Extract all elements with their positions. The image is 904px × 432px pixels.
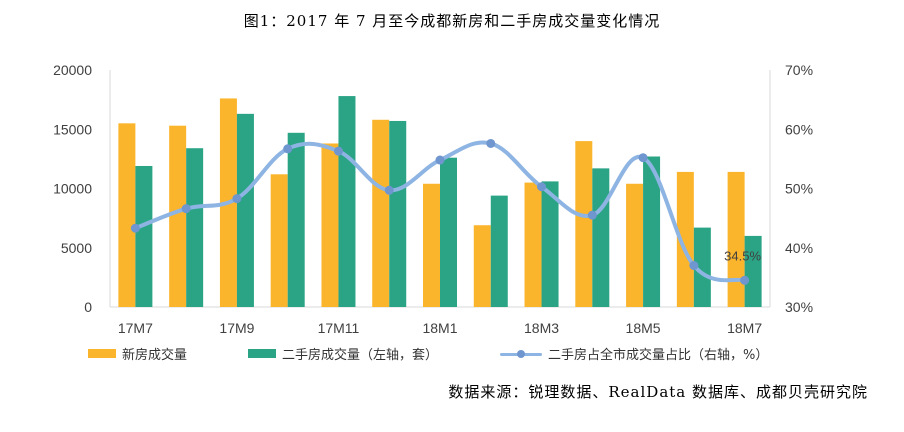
bar-second [338, 96, 356, 307]
bar-new [270, 174, 288, 307]
legend-swatch-ratio [500, 349, 542, 359]
y-right-tick-label: 60% [785, 121, 813, 137]
bar-second [592, 168, 610, 307]
bar-second [135, 165, 153, 307]
ratio-point [689, 261, 699, 271]
legend-item-ratio: 二手房占全市成交量占比（右轴，%） [500, 344, 768, 363]
ratio-point [130, 223, 140, 233]
ratio-point [486, 138, 496, 148]
bar-new [524, 182, 542, 307]
bar-second [186, 148, 204, 307]
bar-second [744, 235, 762, 307]
ratio-point [333, 146, 343, 156]
bar-new [321, 143, 339, 307]
bar-new [676, 171, 694, 307]
bar-new [118, 123, 136, 307]
chart-legend: 新房成交量 二手房成交量（左轴，套） 二手房占全市成交量占比（右轴，%） [0, 340, 904, 364]
legend-item-new: 新房成交量 [88, 344, 187, 363]
ratio-point [384, 185, 394, 195]
bar-new [727, 171, 745, 307]
y-left-tick-label: 0 [84, 299, 92, 315]
legend-label-second: 二手房成交量（左轴，套） [282, 348, 439, 363]
legend-swatch-second [248, 349, 276, 358]
chart-title: 图1：2017 年 7 月至今成都新房和二手房成交量变化情况 [243, 12, 661, 30]
ratio-point [232, 194, 242, 204]
bar-new [575, 141, 593, 307]
ratio-point [537, 182, 547, 192]
x-tick-label: 18M5 [626, 320, 661, 336]
y-left-tick-label: 10000 [53, 181, 92, 197]
y-left-tick-label: 5000 [61, 240, 92, 256]
bar-second [236, 113, 254, 307]
ratio-data-label: 34.5% [724, 248, 761, 263]
ratio-point [740, 275, 750, 285]
bar-new [626, 183, 644, 307]
ratio-line [133, 140, 747, 283]
bar-new [473, 225, 491, 307]
x-tick-label: 18M3 [524, 320, 559, 336]
y-left-tick-label: 20000 [53, 62, 92, 78]
bar-new [372, 119, 390, 308]
bar-second [643, 156, 661, 307]
x-tick-label: 18M1 [422, 320, 457, 336]
ratio-point [435, 155, 445, 165]
y-right-tick-label: 30% [785, 299, 813, 315]
bar-second [440, 157, 457, 307]
ratio-point [638, 153, 648, 163]
bar-second [490, 195, 508, 307]
x-tick-label: 17M7 [118, 320, 153, 336]
ratio-point [587, 210, 597, 220]
bar-second [287, 132, 305, 307]
bar-second [389, 120, 407, 307]
y-right-tick-label: 40% [785, 240, 813, 256]
bar-second [693, 227, 711, 307]
y-right-tick-label: 50% [785, 181, 813, 197]
bar-new [423, 183, 440, 307]
legend-item-second: 二手房成交量（左轴，套） [248, 344, 438, 363]
legend-swatch-new [88, 349, 116, 358]
x-tick-label: 17M11 [318, 320, 360, 336]
legend-label-new: 新房成交量 [122, 348, 188, 363]
y-right-tick-label: 70% [785, 62, 813, 78]
y-left-tick-label: 15000 [53, 121, 92, 137]
source-note: 数据来源：锐理数据、RealData 数据库、成都贝壳研究院 [448, 383, 868, 401]
ratio-point [283, 144, 293, 154]
x-tick-label: 18M7 [727, 320, 762, 336]
bar-new [169, 125, 187, 307]
ratio-point [181, 204, 191, 214]
bar-second [541, 181, 559, 307]
legend-label-ratio: 二手房占全市成交量占比（右轴，%） [548, 348, 769, 363]
chart-area: 0 5000 10000 15000 20000 30% 40% 50% 60% 70% 34.5%… [53, 62, 813, 336]
x-tick-label: 17M9 [219, 320, 254, 336]
